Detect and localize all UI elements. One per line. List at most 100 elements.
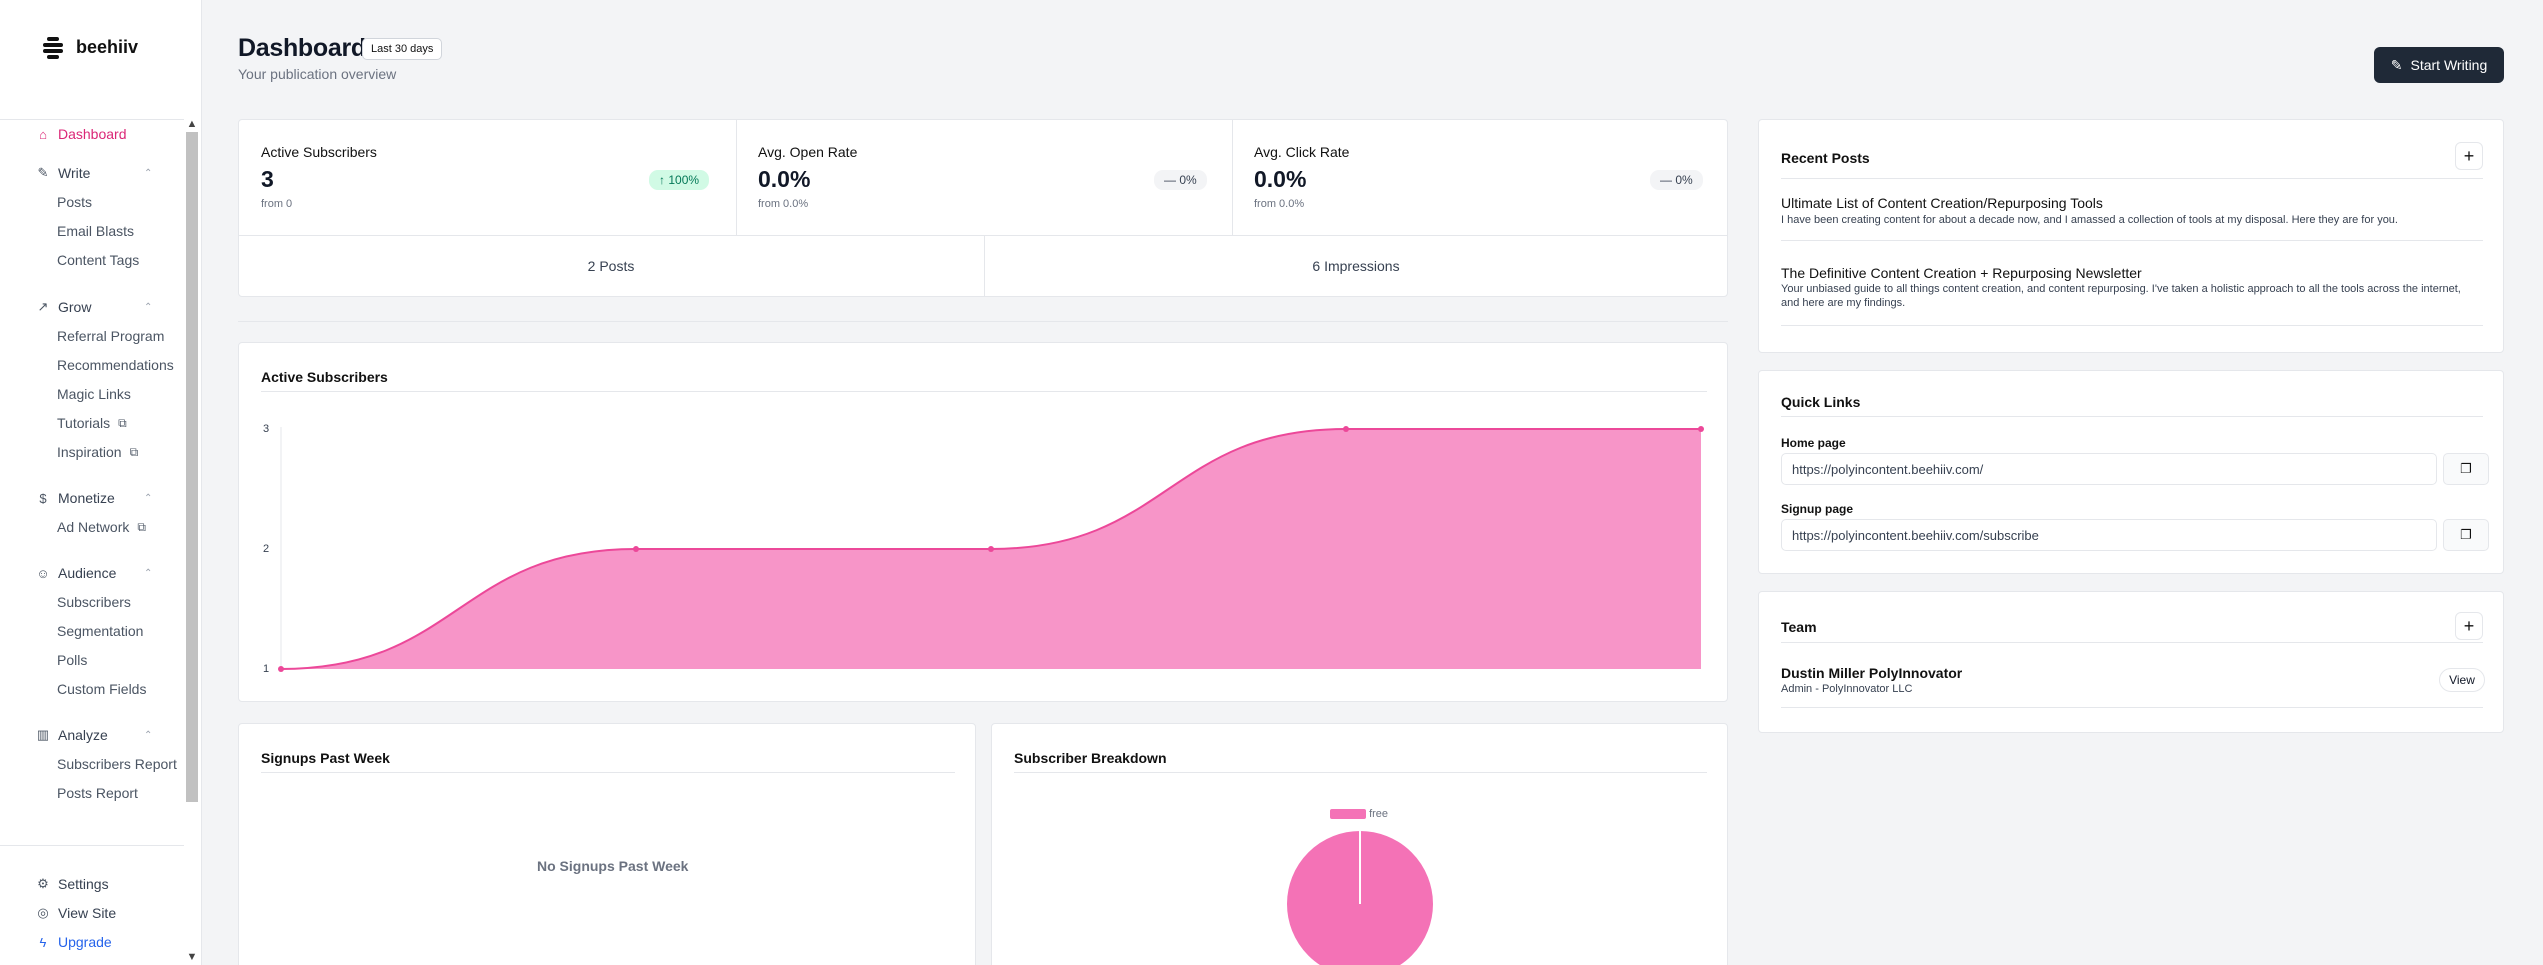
sidebar-item-label: Magic Links bbox=[57, 386, 131, 402]
team-member-role: Admin - PolyInnovator LLC bbox=[1781, 683, 1913, 695]
chevron-up-icon: ⌃ bbox=[144, 167, 153, 179]
sidebar-item-segmentation[interactable]: Segmentation bbox=[57, 623, 143, 639]
stat-value: 0.0% bbox=[1254, 166, 1307, 192]
card-title: Recent Posts bbox=[1781, 150, 1870, 166]
sidebar-item-tutorials[interactable]: Tutorials ⧉ bbox=[57, 415, 127, 431]
chart-title: Subscriber Breakdown bbox=[1014, 750, 1167, 766]
sidebar-item-polls[interactable]: Polls bbox=[57, 652, 87, 668]
sidebar-item-referral-program[interactable]: Referral Program bbox=[57, 328, 164, 344]
start-writing-button[interactable]: ✎ Start Writing bbox=[2374, 47, 2504, 83]
divider bbox=[1781, 707, 2483, 708]
area-chart bbox=[278, 426, 1704, 672]
sidebar-item-label: Subscribers Report bbox=[57, 756, 177, 772]
dollar-icon: $ bbox=[39, 490, 47, 506]
sidebar-item-settings[interactable]: ⚙ Settings bbox=[36, 876, 109, 892]
sidebar-scrollbar[interactable]: ▲ ▼ bbox=[184, 116, 200, 965]
sidebar-item-posts-report[interactable]: Posts Report bbox=[57, 785, 138, 801]
post-description: Your unbiased guide to all things conten… bbox=[1781, 283, 2461, 309]
arrow-up-icon: ↑ bbox=[659, 173, 665, 187]
sidebar-item-ad-network[interactable]: Ad Network ⧉ bbox=[57, 519, 146, 535]
stat-from: from 0.0% bbox=[758, 198, 809, 210]
chevron-up-icon: ⌃ bbox=[144, 729, 153, 741]
divider bbox=[1781, 416, 2483, 417]
data-point bbox=[1343, 426, 1349, 432]
sidebar-item-inspiration[interactable]: Inspiration ⧉ bbox=[57, 444, 138, 460]
sidebar-section-analyze[interactable]: ▥ Analyze ⌃ bbox=[36, 727, 153, 743]
clipboard-icon: ❐ bbox=[2460, 461, 2472, 476]
signup-page-label: Signup page bbox=[1781, 502, 1853, 516]
divider bbox=[239, 235, 1727, 236]
sidebar-item-subscribers[interactable]: Subscribers bbox=[57, 594, 131, 610]
dash-icon: — bbox=[1164, 173, 1176, 187]
sidebar-item-email-blasts[interactable]: Email Blasts bbox=[57, 223, 134, 239]
sidebar-item-content-tags[interactable]: Content Tags bbox=[57, 252, 139, 268]
add-team-member-button[interactable]: + bbox=[2455, 612, 2483, 640]
empty-state-message: No Signups Past Week bbox=[537, 858, 689, 874]
post-title[interactable]: The Definitive Content Creation + Repurp… bbox=[1781, 265, 2142, 281]
edit-icon: ✎ bbox=[37, 165, 49, 180]
sidebar-item-label: Settings bbox=[58, 876, 109, 892]
lightning-icon: ϟ bbox=[39, 934, 47, 950]
sidebar-item-label: Posts Report bbox=[57, 785, 138, 801]
home-icon: ⌂ bbox=[39, 126, 47, 142]
copy-home-url-button[interactable]: ❐ bbox=[2443, 453, 2489, 485]
signup-page-url-field[interactable]: https://polyincontent.beehiiv.com/subscr… bbox=[1781, 519, 2437, 551]
sidebar-item-subscribers-report[interactable]: Subscribers Report bbox=[57, 756, 177, 772]
sidebar-item-custom-fields[interactable]: Custom Fields bbox=[57, 681, 146, 697]
sidebar-item-label: Ad Network bbox=[57, 519, 130, 535]
stat-from: from 0 bbox=[261, 198, 293, 210]
home-page-url-field[interactable]: https://polyincontent.beehiiv.com/ bbox=[1781, 453, 2437, 485]
divider bbox=[261, 772, 955, 773]
sidebar-item-recommendations[interactable]: Recommendations bbox=[57, 357, 174, 373]
page-title: Dashboard bbox=[238, 34, 366, 62]
sidebar-item-label: Email Blasts bbox=[57, 223, 135, 239]
sidebar-item-upgrade[interactable]: ϟ Upgrade bbox=[36, 934, 112, 950]
divider bbox=[1014, 772, 1707, 773]
sidebar-item-label: View Site bbox=[58, 905, 117, 921]
sidebar-item-posts[interactable]: Posts bbox=[57, 194, 92, 210]
divider bbox=[1781, 325, 2483, 326]
impressions-total: 6 Impressions bbox=[1312, 258, 1400, 274]
sidebar-item-dashboard[interactable]: ⌂ Dashboard bbox=[36, 126, 126, 142]
recent-posts-card: Recent Posts + Ultimate List of Content … bbox=[1758, 119, 2504, 353]
add-post-button[interactable]: + bbox=[2455, 142, 2483, 170]
y-tick-label: 1 bbox=[263, 663, 270, 675]
external-link-icon: ⧉ bbox=[137, 519, 146, 534]
change-badge: — 0% bbox=[1650, 170, 1703, 190]
legend-swatch bbox=[1330, 809, 1366, 820]
change-badge: — 0% bbox=[1154, 170, 1207, 190]
view-team-member-button[interactable]: View bbox=[2439, 668, 2485, 692]
plus-icon: + bbox=[2463, 145, 2475, 166]
subscriber-breakdown-card: Subscriber Breakdown free bbox=[991, 723, 1728, 965]
date-range-badge[interactable]: Last 30 days bbox=[362, 38, 443, 60]
stat-label: Active Subscribers bbox=[261, 144, 377, 160]
post-title[interactable]: Ultimate List of Content Creation/Repurp… bbox=[1781, 195, 2103, 211]
divider bbox=[1232, 120, 1233, 235]
sidebar-item-magic-links[interactable]: Magic Links bbox=[57, 386, 131, 402]
copy-signup-url-button[interactable]: ❐ bbox=[2443, 519, 2489, 551]
sidebar-item-label: Custom Fields bbox=[57, 681, 147, 697]
stat-label: Avg. Open Rate bbox=[758, 144, 858, 160]
sidebar-item-label: Segmentation bbox=[57, 623, 144, 639]
scrollbar-thumb[interactable] bbox=[186, 132, 198, 802]
team-card: Team + Dustin Miller PolyInnovator Admin… bbox=[1758, 591, 2504, 733]
chart-legend: free bbox=[1330, 808, 1388, 820]
sidebar-item-view-site[interactable]: ◎ View Site bbox=[36, 905, 116, 921]
brand-logo[interactable]: beehiiv bbox=[40, 34, 138, 60]
sidebar-section-label: Audience bbox=[58, 565, 117, 581]
external-link-icon: ⧉ bbox=[129, 444, 139, 459]
sidebar-section-audience[interactable]: ☺ Audience ⌃ bbox=[36, 565, 152, 581]
sidebar-section-label: Grow bbox=[58, 299, 92, 315]
scroll-down-arrow-icon[interactable]: ▼ bbox=[186, 951, 198, 963]
globe-icon: ◎ bbox=[37, 905, 49, 920]
users-icon: ☺ bbox=[36, 565, 50, 581]
sidebar-section-monetize[interactable]: $ Monetize ⌃ bbox=[36, 490, 152, 506]
sidebar-section-grow[interactable]: ↗ Grow ⌃ bbox=[36, 299, 153, 315]
sidebar-section-label: Write bbox=[58, 165, 91, 181]
card-title: Team bbox=[1781, 619, 1817, 635]
sidebar-section-write[interactable]: ✎ Write ⌃ bbox=[36, 165, 153, 181]
sidebar-item-label: Content Tags bbox=[57, 252, 140, 268]
divider bbox=[1781, 240, 2483, 241]
stat-from: from 0.0% bbox=[1254, 198, 1305, 210]
scroll-up-arrow-icon[interactable]: ▲ bbox=[186, 118, 198, 130]
